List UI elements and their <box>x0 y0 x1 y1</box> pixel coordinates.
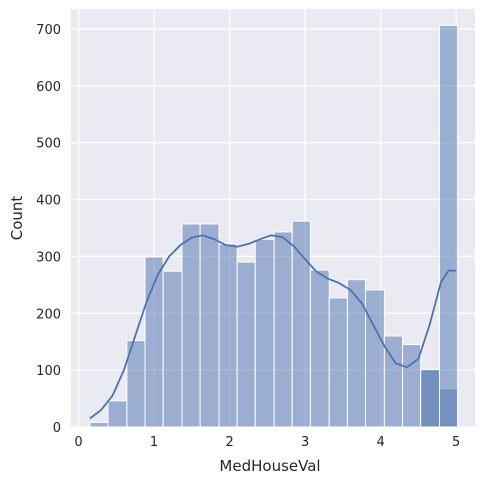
histogram-bar <box>439 24 459 428</box>
histogram-bar <box>162 270 183 428</box>
y-tick-label: 0 <box>53 421 61 436</box>
histogram-bar <box>181 223 201 428</box>
x-axis-label: MedHouseVal <box>219 457 320 475</box>
histogram-bar <box>346 279 367 428</box>
x-tick-label: 3 <box>301 435 309 450</box>
y-tick-label: 500 <box>36 137 61 152</box>
x-tick-label: 2 <box>225 435 233 450</box>
histogram-bar <box>218 243 238 428</box>
histogram-bar <box>254 238 275 428</box>
y-tick-label: 200 <box>36 307 61 322</box>
histogram-bar <box>199 223 220 428</box>
y-tick-label: 600 <box>36 80 61 95</box>
tick-labels: 0 1 2 3 4 5 0 100 200 300 400 500 600 700 <box>36 23 460 450</box>
histogram-bar <box>89 421 109 428</box>
kde-curve <box>89 234 457 420</box>
y-axis-label: Count <box>8 196 26 241</box>
x-tick-label: 0 <box>74 435 82 450</box>
x-tick-label: 4 <box>376 435 384 450</box>
histogram-bar <box>328 297 348 428</box>
histogram-bar <box>291 220 311 428</box>
histogram-bar <box>365 289 385 428</box>
histogram-bar <box>236 261 256 428</box>
histogram-bar <box>402 344 422 428</box>
histogram-bar <box>273 231 293 428</box>
histogram-bar <box>107 400 128 428</box>
y-tick-label: 400 <box>36 194 61 209</box>
y-tick-label: 300 <box>36 250 61 265</box>
x-tick-label: 1 <box>150 435 158 450</box>
histogram-bars <box>89 24 459 428</box>
histogram-bar <box>420 369 441 428</box>
histogram-bar <box>309 269 330 428</box>
y-tick-label: 700 <box>36 23 61 38</box>
y-tick-label: 100 <box>36 364 61 379</box>
x-tick-label: 5 <box>452 435 460 450</box>
